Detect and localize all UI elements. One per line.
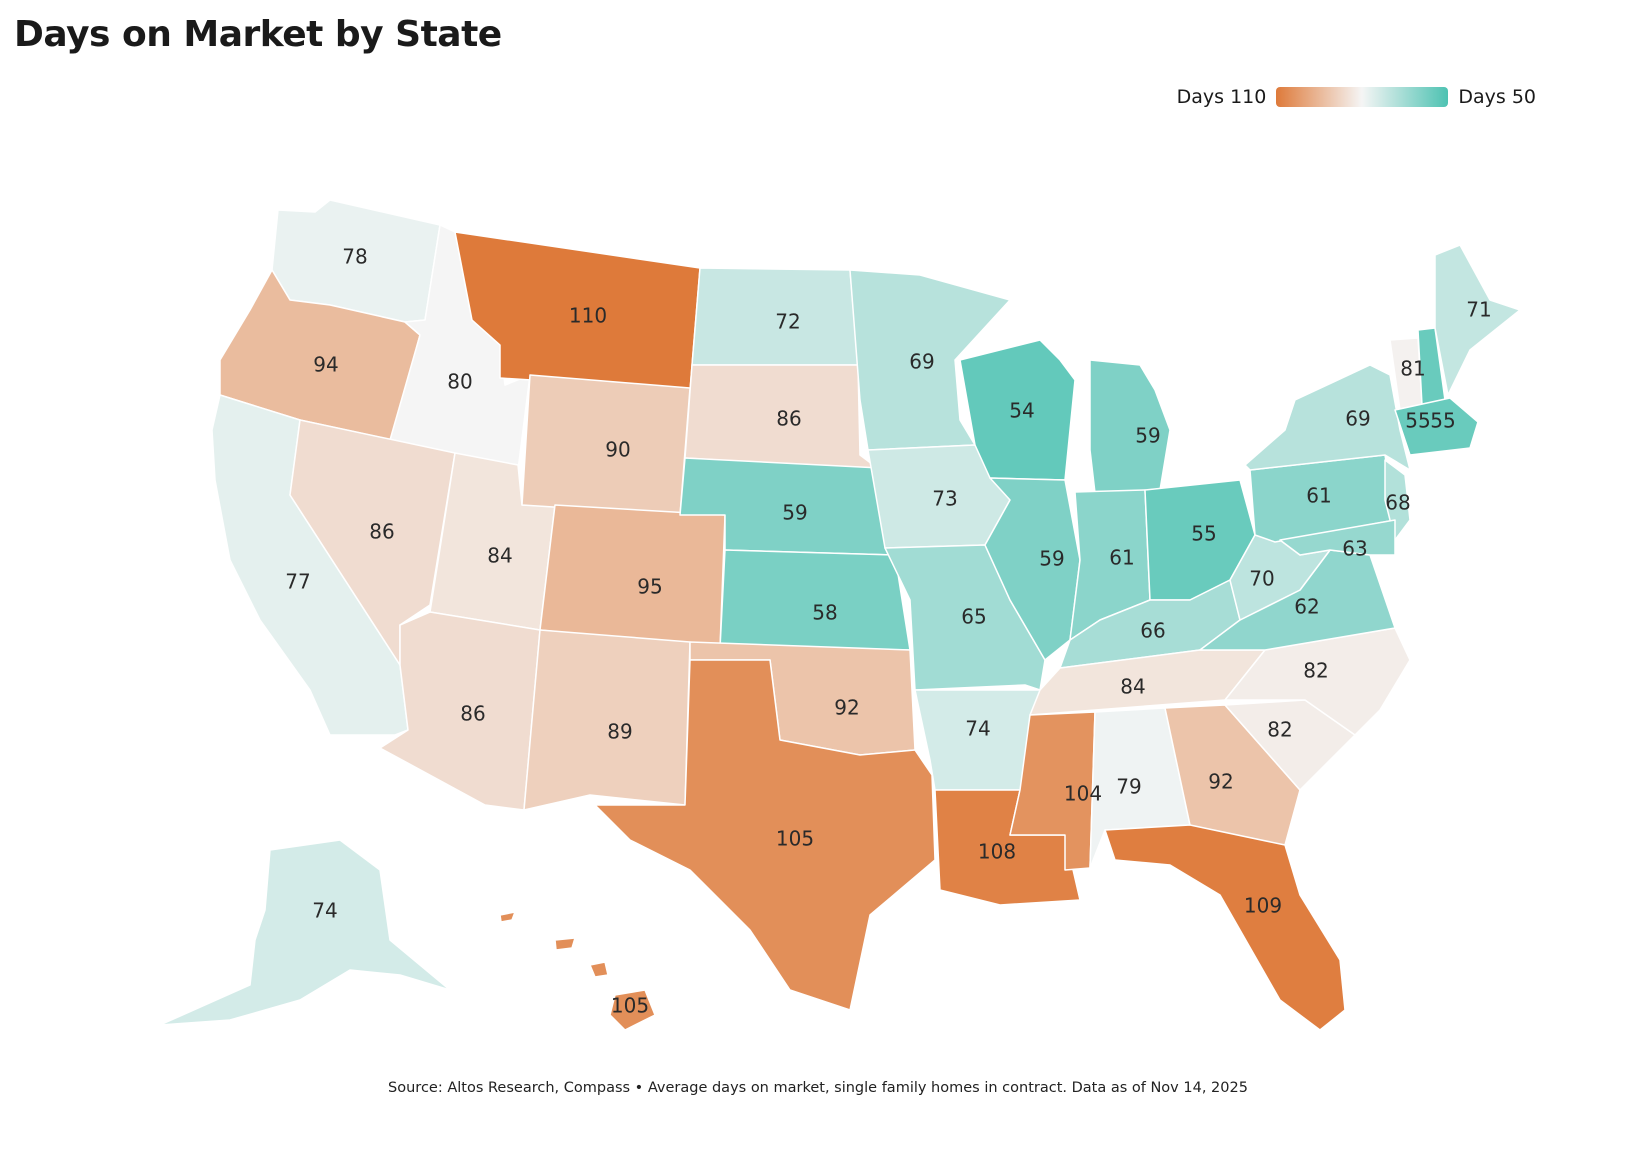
state-value-ky: 66 bbox=[1140, 619, 1165, 643]
state-value-tn: 84 bbox=[1120, 675, 1145, 699]
state-fl bbox=[1104, 824, 1346, 1031]
state-value-me: 71 bbox=[1466, 298, 1491, 322]
state-value-hi: 105 bbox=[611, 994, 649, 1018]
state-value-wv: 70 bbox=[1249, 567, 1274, 591]
state-value-ut: 84 bbox=[487, 544, 512, 568]
state-value-ks: 58 bbox=[812, 601, 837, 625]
state-value-ms: 104 bbox=[1064, 782, 1102, 806]
legend-low-label: Days 110 bbox=[1176, 86, 1267, 108]
state-value-or: 94 bbox=[313, 353, 338, 377]
state-value-ca: 77 bbox=[285, 570, 310, 594]
state-value-mi: 59 bbox=[1135, 424, 1160, 448]
state-value-wa: 78 bbox=[342, 245, 367, 269]
state-value-al: 79 bbox=[1116, 775, 1141, 799]
state-ma bbox=[1394, 397, 1479, 456]
page-title: Days on Market by State bbox=[14, 14, 502, 55]
state-value-mo: 65 bbox=[961, 605, 986, 629]
state-value-sc: 82 bbox=[1267, 718, 1292, 742]
state-value-md: 63 bbox=[1342, 537, 1367, 561]
state-ny bbox=[1244, 364, 1411, 471]
state-nm bbox=[523, 629, 691, 811]
state-value-pa: 61 bbox=[1306, 484, 1331, 508]
state-value-ga: 92 bbox=[1208, 770, 1233, 794]
state-mn bbox=[849, 269, 1011, 451]
state-value-ar: 74 bbox=[965, 717, 990, 741]
state-value-co: 95 bbox=[637, 575, 662, 599]
state-hi bbox=[499, 911, 656, 1031]
state-value-ny: 69 bbox=[1345, 407, 1370, 431]
state-value-sd: 86 bbox=[776, 407, 801, 431]
state-value-va: 62 bbox=[1294, 595, 1319, 619]
state-co bbox=[539, 504, 726, 649]
state-wi bbox=[959, 339, 1076, 481]
state-value-nh: 55 bbox=[1405, 409, 1430, 433]
state-ak bbox=[159, 839, 451, 1026]
legend-gradient-bar bbox=[1276, 87, 1449, 107]
state-value-ak: 74 bbox=[312, 899, 337, 923]
state-value-mn: 69 bbox=[909, 350, 934, 374]
state-value-nj: 68 bbox=[1385, 491, 1410, 515]
state-value-oh: 55 bbox=[1191, 522, 1216, 546]
state-me bbox=[1434, 244, 1521, 396]
state-value-ma: 55 bbox=[1430, 409, 1455, 433]
state-mi bbox=[1089, 359, 1171, 494]
state-value-nv: 86 bbox=[369, 520, 394, 544]
state-value-vt: 81 bbox=[1400, 357, 1425, 381]
state-value-ia: 73 bbox=[932, 487, 957, 511]
legend-high-label: Days 50 bbox=[1458, 86, 1536, 108]
state-value-il: 59 bbox=[1039, 547, 1064, 571]
state-value-id: 80 bbox=[447, 370, 472, 394]
state-value-ne: 59 bbox=[782, 501, 807, 525]
state-tx bbox=[594, 659, 936, 1011]
state-value-in: 61 bbox=[1109, 546, 1134, 570]
state-md bbox=[1279, 519, 1396, 556]
state-value-nc: 82 bbox=[1303, 659, 1328, 683]
state-value-wy: 90 bbox=[605, 438, 630, 462]
state-value-wi: 54 bbox=[1009, 399, 1034, 423]
state-value-az: 86 bbox=[460, 702, 485, 726]
state-value-tx: 105 bbox=[776, 827, 814, 851]
state-value-mt: 110 bbox=[569, 304, 607, 328]
state-value-nm: 89 bbox=[607, 720, 632, 744]
color-legend: Days 110 Days 50 bbox=[1177, 86, 1536, 108]
state-value-ok: 92 bbox=[834, 696, 859, 720]
state-value-la: 108 bbox=[978, 840, 1016, 864]
source-note: Source: Altos Research, Compass • Averag… bbox=[388, 1080, 1248, 1096]
state-il bbox=[984, 477, 1081, 661]
state-value-fl: 109 bbox=[1244, 894, 1282, 918]
state-value-nd: 72 bbox=[775, 310, 800, 334]
